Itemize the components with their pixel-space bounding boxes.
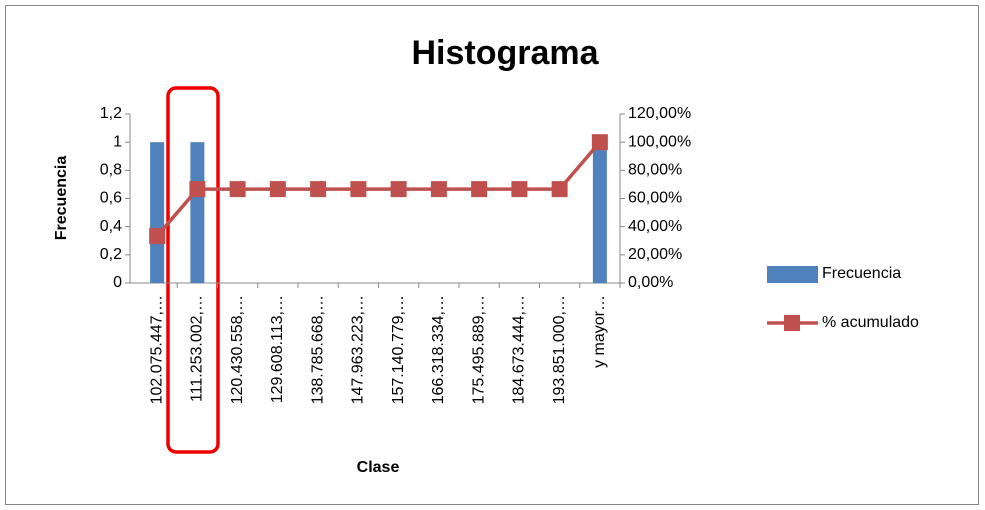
- line-marker: [310, 181, 327, 198]
- y2-tick-label: 20,00%: [628, 246, 682, 263]
- x-tick-label: 111.253.002,…: [189, 295, 206, 402]
- y-tick-label: 0,8: [100, 162, 122, 179]
- y2-tick-label: 40,00%: [628, 218, 682, 235]
- line-marker: [189, 181, 206, 198]
- line-marker: [229, 181, 246, 198]
- x-tick-label: 138.785.668,…: [309, 295, 326, 404]
- x-tick-label: 129.608.113,…: [269, 295, 286, 403]
- bar: [150, 142, 165, 283]
- chart-title: Histograma: [411, 34, 599, 72]
- x-tick-label: 102.075.447,…: [148, 295, 165, 404]
- line-marker: [390, 181, 407, 198]
- x-tick-label: 184.673.444,…: [511, 295, 528, 404]
- y-tick-label: 0: [113, 274, 122, 291]
- y2-tick-label: 120,00%: [628, 105, 691, 122]
- bar: [592, 142, 607, 283]
- x-tick-label: 157.140.779,…: [390, 295, 407, 404]
- legend-marker: [784, 315, 800, 331]
- line-marker: [269, 181, 286, 198]
- legend-swatch: [767, 266, 818, 283]
- x-tick-label: 175.495.889,…: [470, 295, 487, 404]
- y2-tick-label: 80,00%: [628, 162, 682, 179]
- legend-label: Frecuencia: [822, 265, 901, 282]
- y-tick-label: 1: [113, 133, 122, 150]
- line-marker: [551, 181, 568, 198]
- y-tick-label: 0,4: [100, 218, 122, 235]
- line-marker: [511, 181, 528, 198]
- line-marker: [591, 134, 608, 151]
- legend-label: % acumulado: [822, 314, 919, 331]
- x-tick-label: 166.318.334,…: [430, 295, 447, 404]
- x-tick-label: 147.963.223,…: [350, 295, 367, 404]
- y-axis-title: Frecuencia: [53, 156, 70, 241]
- line-marker: [350, 181, 367, 198]
- y-tick-label: 1,2: [100, 105, 122, 122]
- line-marker: [471, 181, 488, 198]
- line-marker: [149, 228, 166, 245]
- x-tick-label: 193.851.000,…: [551, 295, 568, 404]
- bar: [190, 142, 205, 283]
- x-tick-label: 120.430.558,…: [229, 295, 246, 404]
- y2-tick-label: 0,00%: [628, 274, 673, 291]
- y2-tick-label: 60,00%: [628, 190, 682, 207]
- x-axis-title: Clase: [357, 459, 400, 476]
- y-tick-label: 0,6: [100, 190, 122, 207]
- y2-tick-label: 100,00%: [628, 133, 691, 150]
- y-tick-label: 0,2: [100, 246, 122, 263]
- x-tick-label: y mayor…: [591, 295, 608, 368]
- highlight-box: [166, 86, 220, 454]
- line-marker: [430, 181, 447, 198]
